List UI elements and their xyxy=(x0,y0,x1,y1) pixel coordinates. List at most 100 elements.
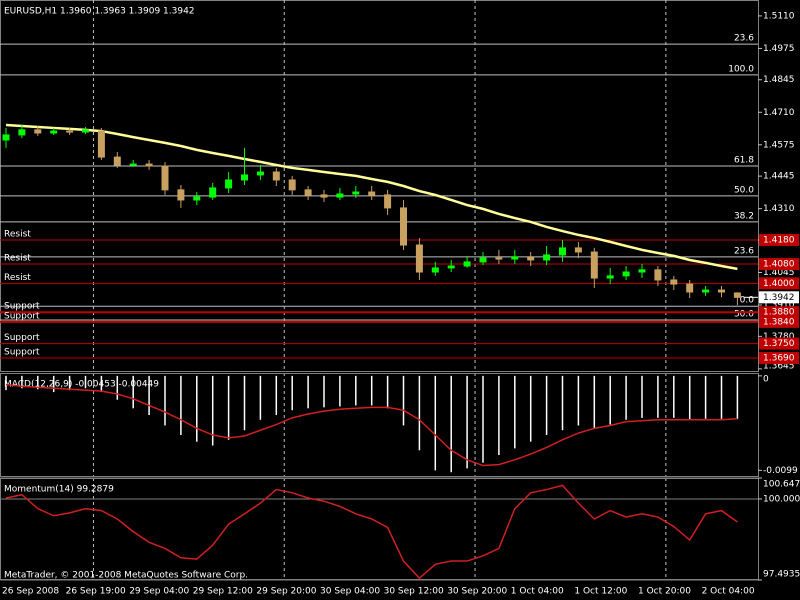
candle-body xyxy=(670,279,678,285)
x-tick-label: 29 Sep 20:00 xyxy=(256,587,316,597)
momentum-line xyxy=(5,484,738,580)
y-tick-label: 1.4575 xyxy=(763,140,795,150)
candle-body xyxy=(272,171,280,181)
candle-body xyxy=(288,179,296,191)
candle-body xyxy=(543,254,551,261)
fibo-label: 50.0 xyxy=(734,185,754,195)
level-name: Support xyxy=(4,302,40,312)
x-tick-label: 26 Sep 19:00 xyxy=(66,587,126,597)
candle-body xyxy=(447,265,455,269)
candle-body xyxy=(129,163,137,166)
candle-body xyxy=(113,156,121,166)
candle-body xyxy=(320,194,328,198)
y-tick-label: 1.4045 xyxy=(763,268,795,278)
y-tick-label: 97.4935 xyxy=(763,570,800,580)
candle-body xyxy=(193,196,201,201)
x-tick-label: 30 Sep 20:00 xyxy=(447,587,507,597)
candle-body xyxy=(702,289,710,293)
level-price-box xyxy=(759,306,799,319)
y-tick-label: 0 xyxy=(763,375,769,385)
candle-body xyxy=(606,275,614,279)
panel-title: Momentum(14) 99.2879 xyxy=(4,485,114,495)
x-tick-label: 29 Sep 04:00 xyxy=(129,587,189,597)
candle-body xyxy=(304,189,312,196)
fibo-label: 61.8 xyxy=(734,156,754,166)
candle-body xyxy=(384,194,392,209)
y-tick-label: 1.5110 xyxy=(763,11,795,21)
x-tick-label: 30 Sep 12:00 xyxy=(384,587,444,597)
level-name: Support xyxy=(4,311,40,321)
level-price-label: 1.3840 xyxy=(763,317,795,327)
bid-label: 1.3942 xyxy=(763,293,795,303)
y-tick-label: 1.3645 xyxy=(763,362,795,372)
y-tick-label: 1.4445 xyxy=(763,172,795,182)
candle-body xyxy=(352,191,360,195)
panel-frame xyxy=(0,0,759,372)
candle-body xyxy=(495,257,503,260)
candle-body xyxy=(336,193,344,198)
x-tick-label: 1 Oct 20:00 xyxy=(638,587,691,597)
candle-body xyxy=(654,269,662,281)
level-price-label: 1.3690 xyxy=(763,354,795,364)
level-price-box xyxy=(759,337,799,350)
panel-title: MACD(12,26,9) -0.00453 -0.00449 xyxy=(4,380,159,390)
y-tick-label: 1.4845 xyxy=(763,75,795,85)
level-price-label: 1.4180 xyxy=(763,235,795,245)
candle-body xyxy=(368,191,376,196)
candle-body xyxy=(638,269,646,273)
candle-body xyxy=(50,130,58,134)
candle-body xyxy=(431,267,439,273)
level-name: Resist xyxy=(4,273,31,283)
candle-body xyxy=(463,261,471,267)
candle-body xyxy=(161,165,169,191)
y-tick-label: 1.3910 xyxy=(763,301,795,311)
candle-body xyxy=(590,251,598,279)
fibo-label: 0.0 xyxy=(740,296,755,306)
candle-body xyxy=(479,257,487,263)
candle-body xyxy=(400,207,407,246)
candle-body xyxy=(511,256,519,260)
level-price-box xyxy=(759,352,799,365)
level-name: Support xyxy=(4,348,40,358)
candle-body xyxy=(574,247,582,253)
candle-body xyxy=(66,130,74,133)
fibo-label: 23.6 xyxy=(734,246,754,256)
bid-box xyxy=(759,291,799,304)
fibo-label: 100.0 xyxy=(728,64,754,74)
y-tick-label: 1.4710 xyxy=(763,108,795,118)
y-tick-label: 100.6478 xyxy=(763,480,800,490)
x-tick-label: 26 Sep 2008 xyxy=(2,587,59,597)
moving-average xyxy=(5,123,738,271)
candle-body xyxy=(209,187,217,198)
x-tick-label: 1 Oct 04:00 xyxy=(511,587,564,597)
candle-body xyxy=(415,244,423,273)
level-price-label: 1.4000 xyxy=(763,279,795,289)
level-name: Resist xyxy=(4,229,31,239)
y-tick-label: 1.4310 xyxy=(763,204,795,214)
candle-body xyxy=(177,189,185,201)
x-tick-label: 30 Sep 04:00 xyxy=(320,587,380,597)
level-price-box xyxy=(759,315,799,328)
level-price-label: 1.3880 xyxy=(763,308,795,318)
candle-body xyxy=(82,129,89,133)
y-tick-label: 100.0000 xyxy=(763,494,800,504)
candle-body xyxy=(97,130,105,158)
level-name: Resist xyxy=(4,254,31,264)
fibo-label: 38.2 xyxy=(734,211,754,221)
candle-body xyxy=(18,129,26,136)
level-price-box xyxy=(759,258,799,271)
candle-body xyxy=(2,134,10,141)
fibo-label: 23.6 xyxy=(734,34,754,44)
x-tick-label: 29 Sep 12:00 xyxy=(193,587,253,597)
candle-body xyxy=(686,283,694,293)
candle-body xyxy=(559,247,566,256)
copyright: MetaTrader, © 2001-2008 MetaQuotes Softw… xyxy=(4,571,248,581)
level-name: Support xyxy=(4,333,40,343)
level-price-label: 1.3750 xyxy=(763,339,795,349)
fibo-label: 50.0 xyxy=(734,309,754,319)
candle-body xyxy=(718,289,725,293)
y-tick-label: 1.3780 xyxy=(763,332,795,342)
panel-title: EURUSD,H1 1.3960 1.3963 1.3909 1.3942 xyxy=(4,7,195,17)
level-price-box xyxy=(759,233,799,246)
